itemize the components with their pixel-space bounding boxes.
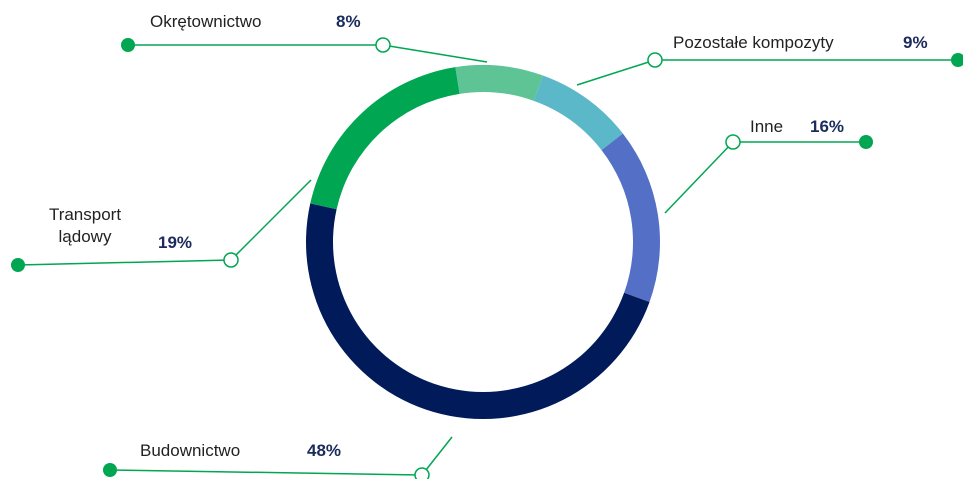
donut-segment [310, 67, 460, 210]
category-label: Okrętownictwo [150, 12, 262, 31]
value-label: 48% [307, 441, 342, 460]
leader-line [382, 44, 488, 63]
leader-line [109, 469, 423, 476]
leader-end-dot [103, 463, 117, 477]
category-label: Inne [750, 117, 784, 136]
leader-end-dot [859, 135, 873, 149]
leader-line [230, 179, 312, 261]
leader-end-dot [951, 53, 963, 67]
value-label: 9% [903, 33, 928, 52]
donut-segment [455, 64, 543, 101]
leader-joint [725, 134, 741, 150]
leader-end-dot [121, 38, 135, 52]
leader-line [576, 59, 656, 86]
leader-line [17, 259, 232, 266]
leader-joint [375, 37, 391, 53]
category-label: Pozostałe kompozyty [673, 33, 834, 52]
leader-joint [647, 52, 663, 68]
donut-segment [306, 203, 650, 419]
donut-segment [533, 75, 623, 151]
value-label: 16% [810, 117, 845, 136]
leader-line [664, 141, 734, 214]
category-label: Transport lądowy [48, 205, 122, 246]
leader-joint [223, 252, 239, 268]
category-label: Budownictwo [140, 441, 241, 460]
leader-line [421, 436, 453, 476]
leader-joint [414, 467, 430, 479]
donut-segment [601, 133, 660, 302]
leader-end-dot [11, 258, 25, 272]
value-label: 8% [336, 12, 361, 31]
value-label: 19% [158, 233, 193, 252]
